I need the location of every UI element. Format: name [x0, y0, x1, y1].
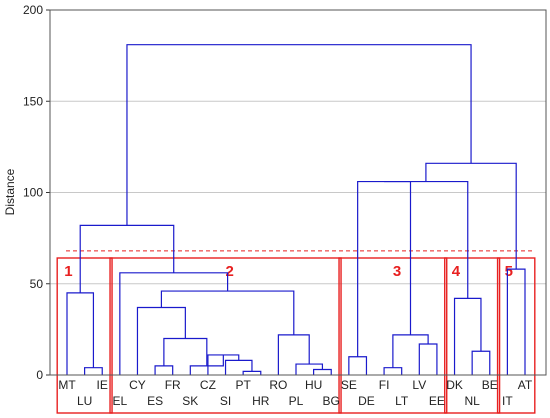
dendrogram-link	[383, 367, 403, 375]
dendrogram-link	[154, 365, 174, 375]
dendrogram-link	[224, 359, 253, 375]
dendrogram-link	[313, 368, 332, 375]
plot-frame	[49, 9, 547, 376]
y-tick-label: 200	[23, 3, 43, 17]
cluster-box	[109, 257, 342, 414]
y-tick-label: 0	[36, 368, 43, 382]
leaf-label: LU	[77, 394, 92, 408]
leaf-label: CZ	[200, 378, 216, 392]
leaf-label: BG	[323, 394, 340, 408]
leaf-label: HR	[252, 394, 270, 408]
y-tick-label: 150	[23, 94, 43, 108]
leaf-label: LT	[395, 394, 409, 408]
dendrogram-link	[471, 350, 491, 375]
leaf-label: SE	[341, 378, 357, 392]
dendrogram-links	[66, 44, 526, 375]
leaf-label: FR	[165, 378, 181, 392]
leaf-label: RO	[269, 378, 287, 392]
dendrogram-link	[119, 272, 229, 375]
leaf-label: HU	[305, 378, 322, 392]
leaf-label: FI	[379, 378, 390, 392]
cluster-box	[56, 257, 113, 414]
dendrogram-link	[84, 367, 103, 375]
leaf-label: BE	[482, 378, 498, 392]
cluster-box	[444, 257, 501, 414]
y-tick-label: 50	[30, 277, 44, 291]
leaf-label: EE	[429, 394, 445, 408]
dendrogram-link	[418, 343, 438, 375]
leaf-label: PL	[289, 394, 304, 408]
dendrogram-link	[163, 337, 208, 366]
dendrogram-link	[453, 297, 482, 375]
dendrogram-link	[160, 290, 295, 335]
leaf-label: SK	[182, 394, 198, 408]
dendrogram-link	[126, 44, 472, 226]
leaf-label: IT	[502, 394, 513, 408]
cluster-number: 1	[64, 263, 72, 280]
cluster-box	[338, 257, 448, 414]
y-tick-label: 100	[23, 186, 43, 200]
leaf-label: LV	[412, 378, 426, 392]
leaf-label: SI	[220, 394, 231, 408]
dendrogram-link	[66, 292, 95, 375]
dendrogram-link	[136, 306, 186, 375]
dendrogram-link	[348, 356, 368, 375]
y-axis-title: Distance	[3, 168, 17, 215]
leaf-label: DE	[358, 394, 375, 408]
cluster-number: 2	[226, 263, 234, 280]
dendrogram-link	[392, 334, 429, 368]
leaf-label: EL	[113, 394, 128, 408]
y-axis: 0 50 100 150 200	[23, 3, 547, 382]
cluster-number: 4	[452, 263, 461, 280]
leaf-label: DK	[446, 378, 463, 392]
dendrogram-link	[425, 162, 517, 270]
dendrogram-link	[357, 180, 412, 357]
dendrogram-link	[384, 180, 469, 299]
cluster-number: 3	[393, 263, 401, 280]
leaf-label: IE	[97, 378, 108, 392]
leaf-label: NL	[464, 394, 480, 408]
dendrogram-link	[277, 334, 310, 375]
leaf-label: PT	[235, 378, 251, 392]
dendrogram-link	[79, 224, 175, 293]
leaf-label: ES	[147, 394, 163, 408]
dendrogram-link	[242, 370, 262, 375]
dendrogram-link	[506, 268, 526, 375]
cluster-number: 5	[505, 263, 513, 280]
leaf-label: AT	[518, 378, 533, 392]
leaf-label: MT	[58, 378, 76, 392]
leaf-label: CY	[129, 378, 146, 392]
